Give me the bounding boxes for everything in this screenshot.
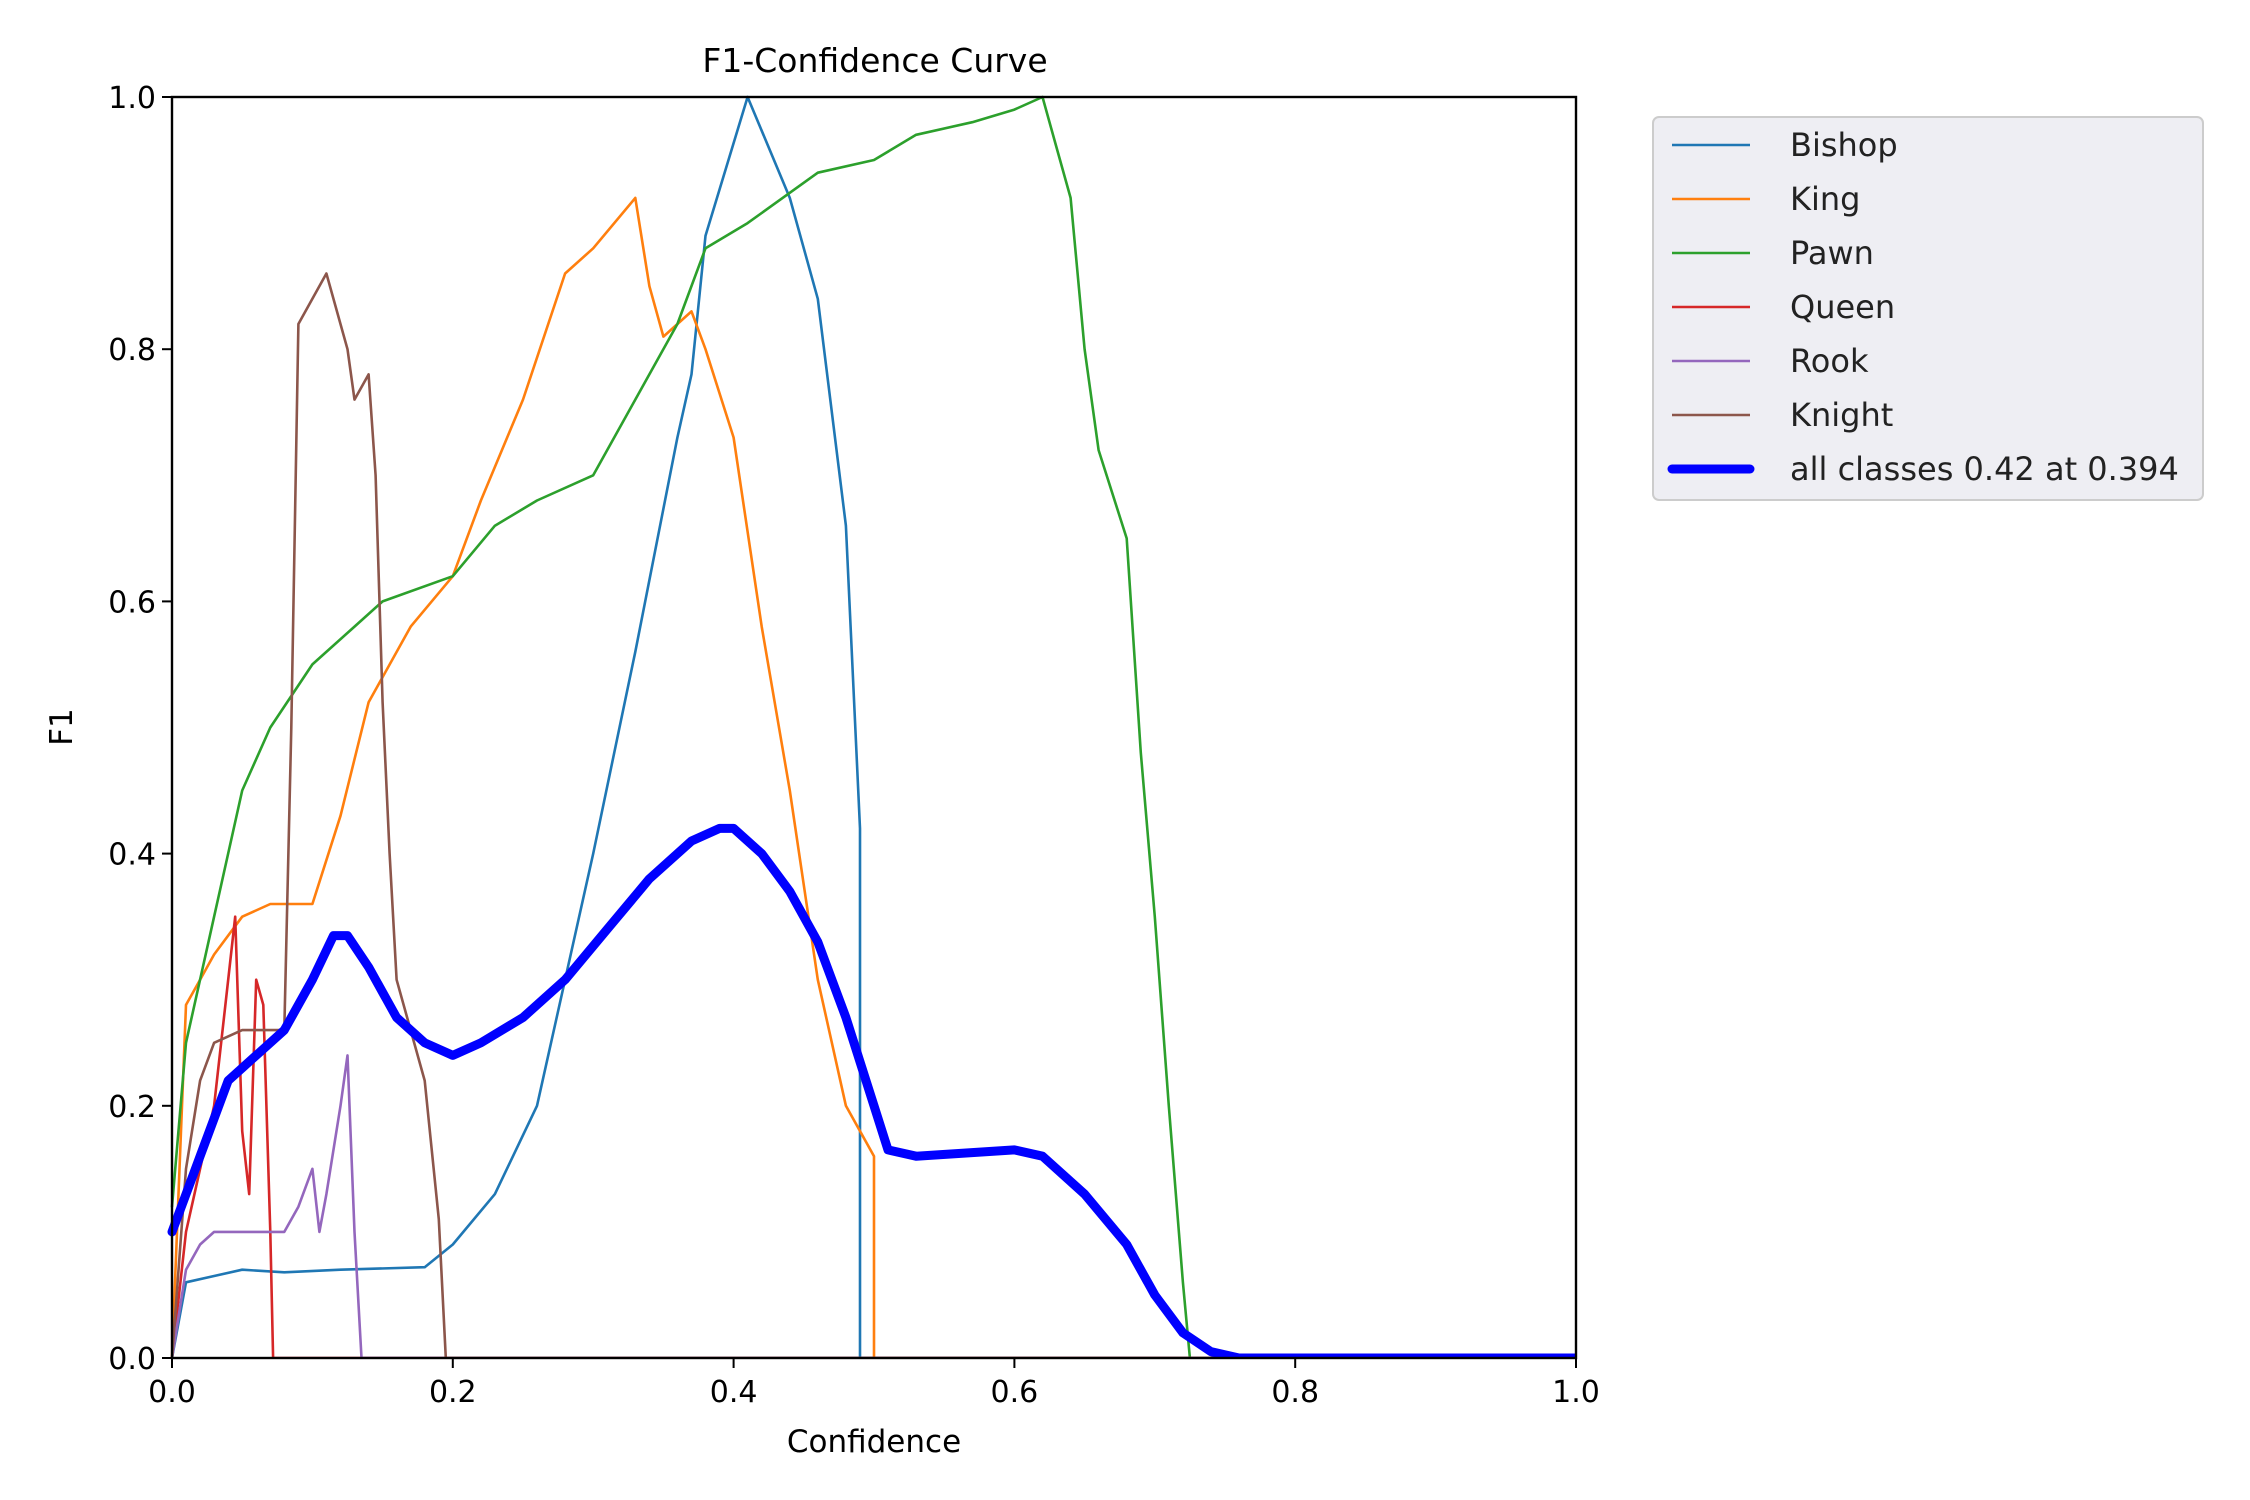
x-tick-label: 0.4 (710, 1375, 758, 1410)
legend: Bishop King Pawn Queen Rook Knight all classes… (1652, 116, 2204, 501)
y-axis: 0.0 0.2 0.4 0.6 0.8 1.0 (108, 81, 172, 1377)
y-tick-label: 1.0 (108, 81, 156, 116)
legend-label: Bishop (1790, 126, 1898, 164)
legend-label: Pawn (1790, 234, 1874, 272)
y-tick-label: 0.2 (108, 1090, 156, 1125)
legend-box (1652, 116, 2204, 501)
legend-label: Queen (1790, 288, 1895, 326)
plot-area: 0.0 0.2 0.4 0.6 0.8 1.0 0.0 0.2 0.4 0.6 0.8 1.0 (108, 81, 1600, 1410)
x-tick-label: 0.6 (991, 1375, 1039, 1410)
series-line-king (170, 196, 1576, 1358)
x-axis: 0.0 0.2 0.4 0.6 0.8 1.0 (148, 1358, 1600, 1410)
series-line-all-classes-0-42-at-0-394 (167, 823, 1576, 1358)
series-line-knight (170, 272, 1576, 1358)
y-tick-label: 0.6 (108, 585, 156, 620)
legend-label: Knight (1790, 396, 1893, 434)
series-layer (167, 95, 1576, 1358)
legend-items: Bishop King Pawn Queen Rook Knight all classes… (1667, 126, 2179, 488)
y-axis-label: F1 (44, 708, 80, 746)
chart-title: F1-Confidence Curve (702, 41, 1047, 80)
legend-label: all classes 0.42 at 0.394 (1790, 450, 2179, 488)
plot-frame (170, 95, 1578, 1360)
series-line-pawn (170, 95, 1576, 1358)
y-tick-label: 0.0 (108, 1342, 156, 1377)
legend-label: Rook (1790, 342, 1869, 380)
x-axis-label: Confidence (787, 1424, 961, 1460)
series-line-rook (170, 1054, 1576, 1358)
legend-label: King (1790, 180, 1860, 218)
x-tick-label: 0.8 (1271, 1375, 1319, 1410)
x-tick-label: 0.2 (429, 1375, 477, 1410)
x-tick-label: 0.0 (148, 1375, 196, 1410)
y-tick-label: 0.4 (108, 838, 156, 873)
x-tick-label: 1.0 (1552, 1375, 1600, 1410)
y-tick-label: 0.8 (108, 333, 156, 368)
